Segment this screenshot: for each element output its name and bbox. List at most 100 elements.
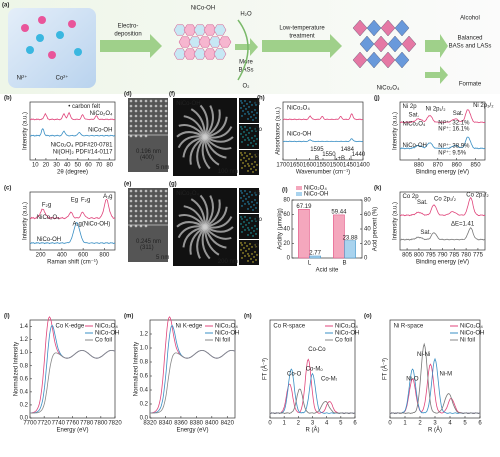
map-dot [248, 248, 250, 250]
lattice-dot [149, 214, 153, 218]
arrow [100, 34, 162, 58]
map-dot [247, 208, 249, 210]
ion [36, 34, 44, 42]
map-dot [248, 132, 250, 134]
lattice-dot [129, 219, 133, 223]
element-map [239, 188, 259, 213]
annotation: Co R-space [273, 323, 305, 329]
annotation: 100 nm [218, 169, 238, 175]
x-axis-label: R (Å) [428, 427, 442, 434]
panel-label: (a) [2, 3, 9, 9]
y2-tick-label: 20 [364, 241, 371, 247]
map-dot [254, 192, 256, 194]
x-tick-label: 40 [64, 163, 71, 169]
map-dot [255, 104, 257, 106]
x-tick-label: 80 [106, 163, 113, 169]
annotation: A₁g [103, 194, 112, 200]
annotation: O [254, 153, 259, 159]
label: BASs and LASs [449, 44, 492, 50]
map-dot [244, 152, 246, 154]
map-dot [255, 130, 257, 132]
map-dot [247, 234, 249, 236]
legend-label: NiCo₂O₄ [215, 324, 238, 330]
lattice-dot [149, 204, 153, 208]
lattice-dot [134, 199, 138, 203]
map-dot [244, 113, 246, 115]
label: Formate [459, 82, 482, 88]
lattice-dot [154, 204, 158, 208]
x-axis-label: Binding energy (eV) [416, 170, 469, 176]
panel-label: (l) [4, 314, 10, 320]
x-tick-label: 1 [403, 421, 407, 427]
lattice-dot [139, 204, 143, 208]
map-dot [241, 167, 243, 169]
x-tick-label: 775 [473, 253, 484, 259]
x-tick-label: 3 [433, 421, 437, 427]
nanosheet [178, 124, 206, 138]
x-tick-label: B [342, 261, 346, 267]
y-axis-label: Absorbance (a.u.) [276, 107, 282, 155]
x-tick-label: 7800 [94, 421, 108, 427]
map-dot [251, 104, 253, 106]
lattice-dot [129, 204, 133, 208]
lattice-dot [139, 124, 143, 128]
ion-label: Ni²⁺ [17, 75, 28, 82]
map-dot [251, 227, 253, 229]
annotation: • carbon felt [68, 104, 100, 110]
y-tick-label: 0.4 [20, 389, 29, 395]
spectrum-curve [29, 221, 116, 245]
hexagon [183, 48, 197, 60]
lattice-dot [149, 119, 153, 123]
nanosheet [199, 104, 209, 138]
annotation: Sat. [409, 112, 420, 118]
lattice-dot [129, 199, 133, 203]
y-tick-label: 40 [283, 227, 290, 233]
hexagon [193, 24, 207, 36]
lattice-dot [139, 114, 143, 118]
nanosheet [177, 135, 206, 149]
map-dot [253, 230, 255, 232]
annotation: NiCo-OH [403, 143, 427, 149]
map-dot [240, 107, 242, 109]
annotation: NiCo₂O₄ [37, 215, 60, 221]
annotation: Ni-M [440, 371, 453, 377]
x-tick-label: 7820 [108, 421, 122, 427]
x-tick-label: 870 [433, 163, 444, 169]
lattice-dot [134, 114, 138, 118]
y-tick-label: 60 [283, 212, 290, 218]
map-dot [252, 171, 254, 173]
panel-label: (m) [124, 314, 133, 320]
map-dot [249, 127, 251, 129]
lattice-dot [134, 189, 138, 193]
ion [38, 16, 46, 24]
map-dot [248, 203, 250, 205]
map-dot [240, 223, 242, 225]
panel-label: (b) [4, 96, 12, 102]
lattice-dot [149, 189, 153, 193]
lattice-dot [154, 219, 158, 223]
lattice-dot [129, 124, 133, 128]
y-tick-label: 20 [283, 241, 290, 247]
lattice-dot [134, 209, 138, 213]
legend-label: NiCo₂O₄ [304, 186, 327, 192]
x-tick-label: 7780 [80, 421, 94, 427]
annotation: Ni³⁺: 32.1% [438, 119, 470, 126]
lattice-dot [159, 99, 163, 103]
value-label: 59.44 [331, 209, 347, 215]
map-dot [254, 199, 256, 201]
annotation: 200 nm [218, 259, 238, 265]
nanosheet [189, 226, 206, 255]
spectrum-curve [282, 138, 364, 143]
x-tick-label: 1700 [276, 163, 290, 169]
annotation: NiCo-OH [176, 101, 200, 107]
annotation: Ni R-space [394, 323, 424, 329]
annotation: Co 2p [403, 194, 420, 200]
map-dot [255, 169, 257, 171]
annotation: NiCo₂O₄ [403, 122, 426, 128]
x-tick-label: 7760 [66, 421, 80, 427]
y-axis-label: Intensity (a.u.) [23, 112, 29, 150]
octahedron [366, 51, 382, 69]
x-tick-label: 7720 [37, 421, 51, 427]
y-axis-label: Acidity (μmol/g) [278, 208, 284, 249]
